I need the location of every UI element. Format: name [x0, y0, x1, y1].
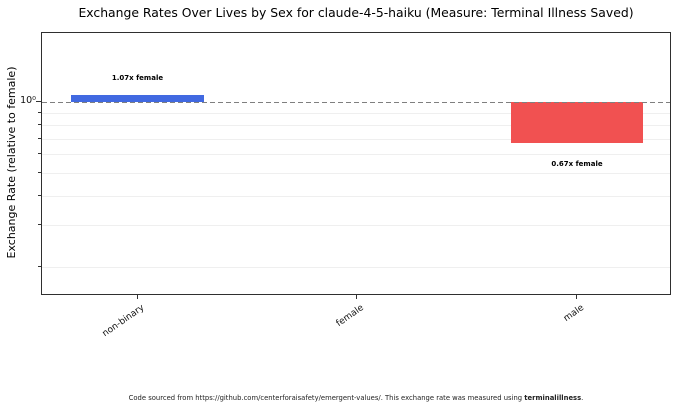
bar-value-label-male: 0.67x female	[551, 160, 603, 168]
x-tick-non-binary	[136, 295, 138, 299]
y-minor-tick	[38, 266, 41, 267]
x-tick-female	[356, 295, 358, 299]
gridline	[42, 112, 670, 114]
chart-title: Exchange Rates Over Lives by Sex for cla…	[78, 5, 634, 20]
y-minor-tick	[38, 172, 41, 173]
x-tick-label-male: male	[561, 303, 586, 324]
x-tick-label-non-binary: non-binary	[100, 303, 147, 340]
y-minor-tick	[38, 111, 41, 113]
y-minor-tick	[38, 123, 41, 125]
gridline	[42, 154, 670, 156]
plot-area: 1.07x female 0.67x female	[41, 32, 671, 295]
y-axis-label: Exchange Rate (relative to female)	[5, 66, 18, 259]
footer-note: Code sourced from https://github.com/cen…	[41, 394, 671, 402]
gridline	[42, 267, 670, 268]
bar-male	[510, 102, 644, 143]
y-minor-tick	[38, 224, 41, 226]
gridline	[42, 225, 670, 227]
y-minor-tick	[38, 194, 41, 196]
bar-non-binary	[71, 95, 204, 102]
y-minor-tick	[38, 153, 41, 155]
bar-value-label-non-binary: 1.07x female	[111, 74, 164, 83]
x-tick-label-female: female	[334, 303, 367, 329]
y-major-tick	[36, 101, 41, 102]
x-tick-male	[576, 295, 577, 299]
gridline	[42, 195, 670, 197]
y-tick-label-1: 10⁰	[20, 94, 36, 106]
gridline	[42, 173, 670, 174]
footer-text: Code sourced from https://github.com/cen…	[128, 394, 525, 402]
reference-line	[42, 102, 670, 104]
gridline	[42, 138, 670, 140]
y-minor-tick	[38, 137, 41, 139]
footer-period: .	[581, 394, 584, 402]
footer-measure-name: terminalillness	[524, 394, 582, 402]
gridline	[42, 124, 670, 126]
